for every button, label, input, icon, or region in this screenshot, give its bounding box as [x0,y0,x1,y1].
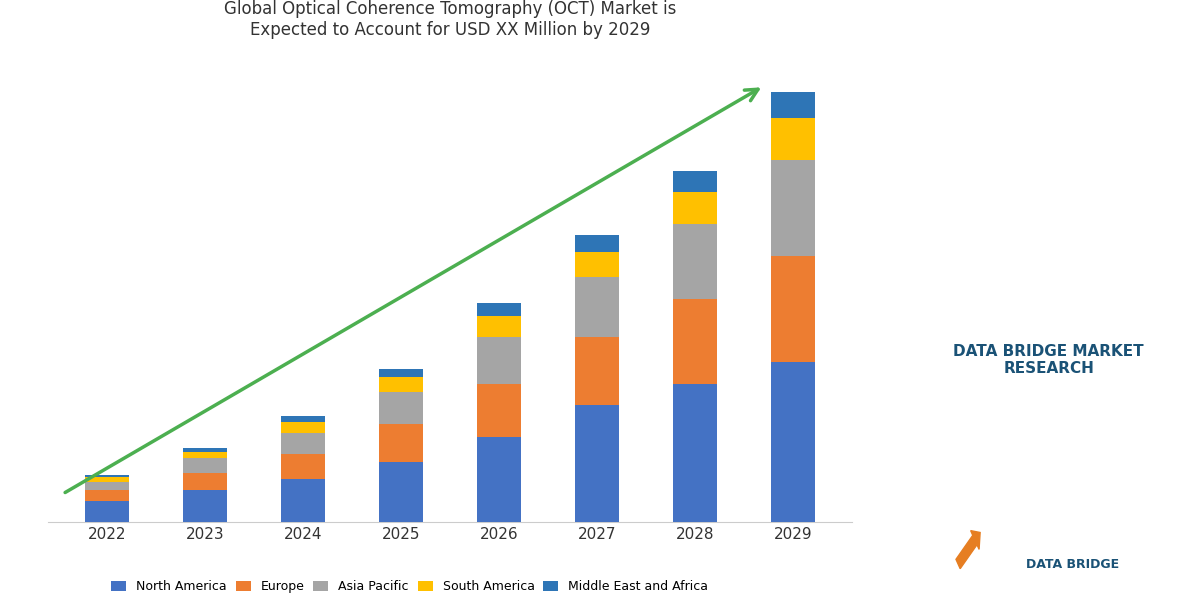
FancyArrow shape [956,530,980,569]
Bar [673,299,718,384]
Bar [182,458,227,473]
Bar [772,362,815,522]
Bar [772,160,815,256]
Text: 2029: 2029 [984,232,1026,247]
Bar [85,490,128,501]
Bar [85,482,128,490]
Bar [379,463,424,522]
Bar [575,405,619,522]
Bar [476,303,521,316]
Text: DATA BRIDGE MARKET
RESEARCH: DATA BRIDGE MARKET RESEARCH [954,344,1144,376]
Bar [476,316,521,337]
Bar [85,501,128,522]
Bar [182,490,227,522]
Legend: North America, Europe, Asia Pacific, South America, Middle East and Africa: North America, Europe, Asia Pacific, Sou… [107,575,713,598]
Bar [379,377,424,392]
Bar [673,171,718,192]
Polygon shape [864,0,1015,600]
Bar [772,92,815,118]
Bar [575,235,619,252]
Bar [281,433,325,454]
Bar [379,392,424,424]
Bar [575,337,619,405]
Bar [772,118,815,160]
Bar [85,475,128,478]
Bar [281,422,325,433]
Bar [379,369,424,377]
Bar [281,416,325,422]
Bar [673,192,718,224]
Text: DATA BRIDGE: DATA BRIDGE [1026,557,1118,571]
Bar [575,277,619,337]
Bar [772,256,815,362]
Bar [85,478,128,482]
Bar [182,448,227,452]
Bar [379,424,424,463]
Bar [476,337,521,384]
Text: Optical Coherence
Tomography (OCT) Market, By
Regions, 2022 to 2029: Optical Coherence Tomography (OCT) Marke… [931,30,1166,76]
Text: 2022: 2022 [1078,184,1121,199]
Bar [182,452,227,458]
Bar [182,473,227,490]
Bar [476,437,521,522]
Bar [281,454,325,479]
Bar [575,252,619,277]
Bar [281,479,325,522]
Title: Global Optical Coherence Tomography (OCT) Market is
Expected to Account for USD : Global Optical Coherence Tomography (OCT… [224,0,676,38]
Bar [673,384,718,522]
Bar [476,384,521,437]
Bar [673,224,718,299]
